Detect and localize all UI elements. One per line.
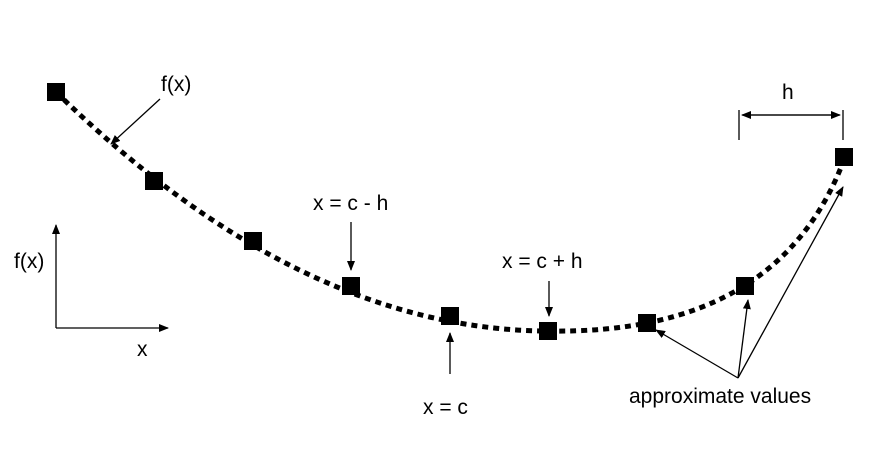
point-9-marker bbox=[835, 148, 853, 166]
approx-arrow-3 bbox=[737, 186, 844, 379]
approx-arrow-1 bbox=[655, 329, 739, 379]
x-axis-label: x bbox=[137, 338, 148, 361]
axes-icon bbox=[52, 224, 169, 332]
approximate-values-label: approximate values bbox=[629, 385, 811, 408]
function-curve bbox=[54, 90, 848, 334]
point-8-marker bbox=[736, 277, 754, 295]
x-minus-h-label: x = c - h bbox=[313, 192, 388, 215]
fx-curve-pointer-arrow bbox=[110, 98, 161, 145]
point-7-marker bbox=[638, 314, 656, 332]
x-c-label: x = c bbox=[423, 396, 468, 419]
point-c-minus-h-marker bbox=[342, 277, 360, 295]
sample-points bbox=[47, 83, 853, 340]
x-plus-h-label: x = c + h bbox=[502, 250, 583, 273]
point-c-plus-h-marker bbox=[539, 322, 557, 340]
h-label: h bbox=[782, 81, 794, 104]
point-2-marker bbox=[145, 172, 163, 190]
fx-axis-label: f(x) bbox=[14, 250, 44, 273]
point-3-marker bbox=[244, 232, 262, 250]
approx-arrow-2 bbox=[737, 299, 751, 379]
fx-curve-label: f(x) bbox=[161, 73, 191, 96]
point-c-marker bbox=[441, 307, 459, 325]
point-1-marker bbox=[47, 83, 65, 101]
